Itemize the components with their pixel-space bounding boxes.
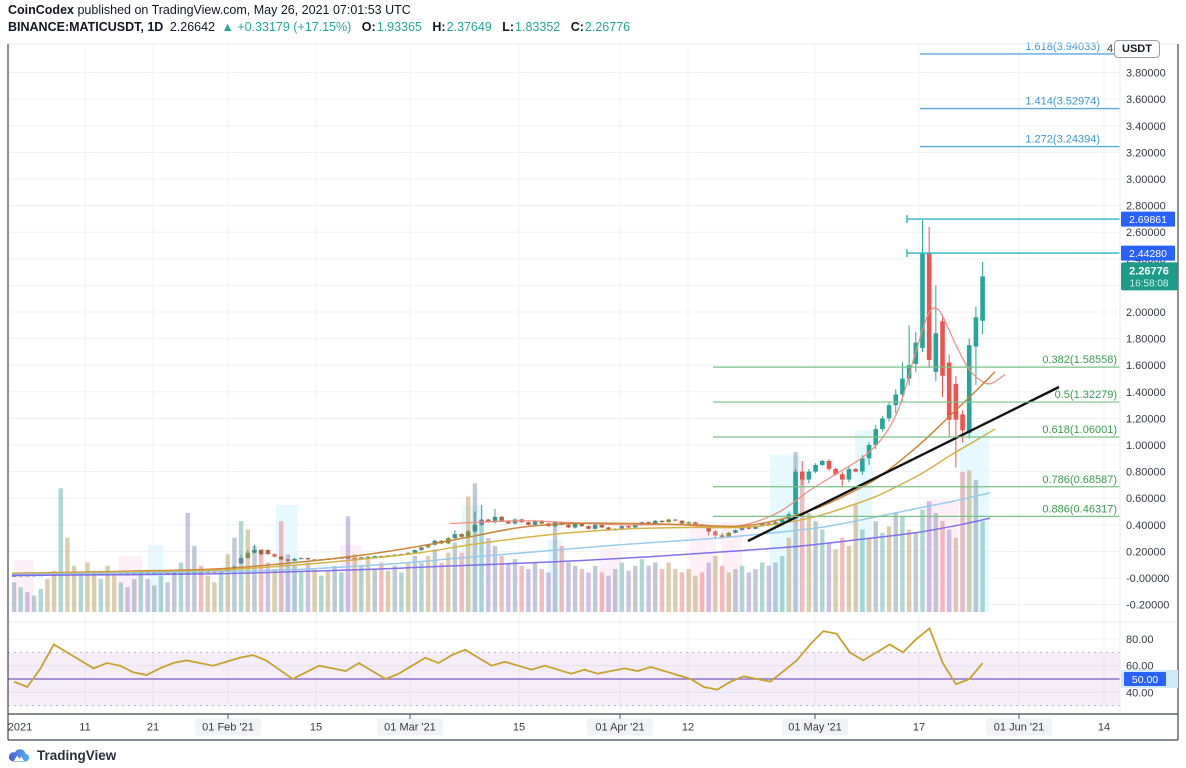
date-pill [377, 718, 443, 736]
grid-lines [8, 44, 1178, 714]
svg-text:0.886(0.46317): 0.886(0.46317) [1042, 503, 1117, 515]
tradingview-logo-text[interactable]: TradingView [37, 747, 117, 763]
svg-text:01 Apr '21: 01 Apr '21 [595, 722, 644, 734]
svg-text:0.5(1.32279): 0.5(1.32279) [1055, 389, 1117, 401]
svg-text:14: 14 [1098, 722, 1110, 734]
close-label: C: [570, 20, 584, 34]
trendline[interactable] [747, 385, 1060, 543]
svg-text:2.69861: 2.69861 [1129, 214, 1167, 226]
close-value: 2.26776 [584, 20, 631, 34]
svg-text:16:58:08: 16:58:08 [1130, 278, 1169, 289]
publish-info-text: published on TradingView.com, May 26, 20… [73, 3, 411, 17]
svg-text:15: 15 [310, 722, 322, 734]
svg-text:0.20000: 0.20000 [1126, 546, 1166, 558]
svg-text:2.80000: 2.80000 [1126, 201, 1166, 213]
svg-text:2.00000: 2.00000 [1126, 307, 1166, 319]
ma-medium-2-line [11, 428, 996, 575]
horizontal-alert-lines[interactable] [906, 215, 1120, 258]
svg-text:0.80000: 0.80000 [1126, 467, 1166, 479]
fib-extension[interactable]: 1.618(3.94033) 1.414(3.52974) 1.272(3.2439… [920, 41, 1120, 148]
high-value: 2.37649 [446, 20, 492, 34]
svg-text:12: 12 [682, 722, 694, 734]
svg-text:3.00000: 3.00000 [1126, 174, 1166, 186]
svg-text:01 May '21: 01 May '21 [788, 722, 841, 734]
svg-text:2.26776: 2.26776 [1129, 265, 1169, 277]
svg-text:60.00: 60.00 [1126, 661, 1154, 673]
svg-text:1.40000: 1.40000 [1126, 387, 1166, 399]
svg-text:4: 4 [1107, 43, 1113, 55]
rsi-line [13, 626, 984, 691]
svg-text:1.618(3.94033): 1.618(3.94033) [1025, 41, 1100, 53]
svg-text:50.00: 50.00 [1132, 674, 1158, 686]
open-label: O: [361, 20, 376, 34]
volume-series [11, 451, 985, 612]
tradingview-logo-icon[interactable] [8, 748, 31, 763]
rsi-mid-label [1124, 672, 1166, 686]
svg-text:3.60000: 3.60000 [1126, 94, 1166, 106]
svg-text:3.20000: 3.20000 [1126, 147, 1166, 159]
symbol-info-line: BINANCE:MATICUSDT, 1D 2.26642 ▲ +0.33179… [8, 19, 1186, 36]
date-pill [986, 718, 1052, 736]
ma-fast-line [449, 307, 1006, 529]
currency-toggle-button[interactable]: USDT [1114, 40, 1160, 58]
price-change: ▲ +0.33179 (+17.15%) [221, 20, 352, 34]
svg-text:01 Mar '21: 01 Mar '21 [384, 722, 436, 734]
low-label: L: [502, 20, 515, 34]
low-value: 1.83352 [515, 20, 561, 34]
ma-medium-1-line [11, 371, 996, 575]
svg-text:1.00000: 1.00000 [1126, 440, 1166, 452]
svg-text:-0.00000: -0.00000 [1126, 573, 1169, 585]
svg-text:1.80000: 1.80000 [1126, 334, 1166, 346]
svg-text:21: 21 [147, 722, 159, 734]
fib-retracement[interactable]: 0.382(1.58558) 0.5(1.32279) 0.618(1.06001)… [713, 354, 1120, 517]
svg-text:3.40000: 3.40000 [1126, 121, 1166, 133]
date-pill [782, 718, 848, 736]
svg-text:11: 11 [79, 722, 90, 734]
svg-text:1.20000: 1.20000 [1126, 413, 1166, 425]
date-pill [195, 718, 261, 736]
svg-text:40.00: 40.00 [1126, 687, 1154, 699]
chart-header: CoinCodex published on TradingView.com, … [0, 0, 1186, 36]
candlestick-series [11, 220, 985, 577]
svg-text:80.00: 80.00 [1126, 634, 1154, 646]
svg-text:-0.20000: -0.20000 [1126, 600, 1169, 612]
ma-slow-1-line [11, 492, 991, 576]
svg-text:0.786(0.68587): 0.786(0.68587) [1042, 474, 1117, 486]
svg-text:0.618(1.06001): 0.618(1.06001) [1042, 424, 1117, 436]
open-value: 1.93365 [376, 20, 422, 34]
ma-slow-2-line [11, 517, 991, 577]
date-pill [587, 718, 653, 736]
chart-frame [7, 43, 1179, 741]
svg-text:0.60000: 0.60000 [1126, 493, 1166, 505]
svg-text:15: 15 [513, 722, 525, 734]
svg-text:0.382(1.58558): 0.382(1.58558) [1042, 354, 1117, 366]
svg-text:01 Jun '21: 01 Jun '21 [994, 722, 1044, 734]
svg-text:1.272(3.24394): 1.272(3.24394) [1025, 134, 1100, 146]
svg-text:17: 17 [913, 722, 925, 734]
rsi-pane [8, 626, 1120, 707]
high-label: H: [432, 20, 446, 34]
publisher-name: CoinCodex [8, 3, 74, 17]
svg-text:01 Feb '21: 01 Feb '21 [202, 722, 254, 734]
footer-bar: TradingView [0, 742, 1186, 768]
time-scale[interactable]: 2021 11 21 01 Feb '21 15 01 Mar '21 15 01 Apr '… [8, 714, 1110, 736]
svg-text:3.80000: 3.80000 [1126, 68, 1166, 80]
svg-text:1.414(3.52974): 1.414(3.52974) [1025, 96, 1100, 108]
svg-text:2021: 2021 [8, 722, 32, 734]
svg-text:2.44280: 2.44280 [1129, 248, 1167, 260]
alert-price-label [1121, 245, 1175, 261]
svg-text:0.40000: 0.40000 [1126, 520, 1166, 532]
publish-info-line: CoinCodex published on TradingView.com, … [8, 2, 1186, 19]
svg-text:2.60000: 2.60000 [1126, 227, 1166, 239]
last-price-label [1121, 262, 1178, 291]
last-price-value: 2.26642 [169, 20, 215, 34]
symbol-title[interactable]: BINANCE:MATICUSDT, 1D [8, 20, 164, 34]
alert-price-label [1121, 211, 1175, 227]
price-scale[interactable]: 4 3.80000 3.60000 3.40000 3.20000 3.00000 2.80… [1107, 43, 1178, 699]
svg-text:1.60000: 1.60000 [1126, 360, 1166, 372]
